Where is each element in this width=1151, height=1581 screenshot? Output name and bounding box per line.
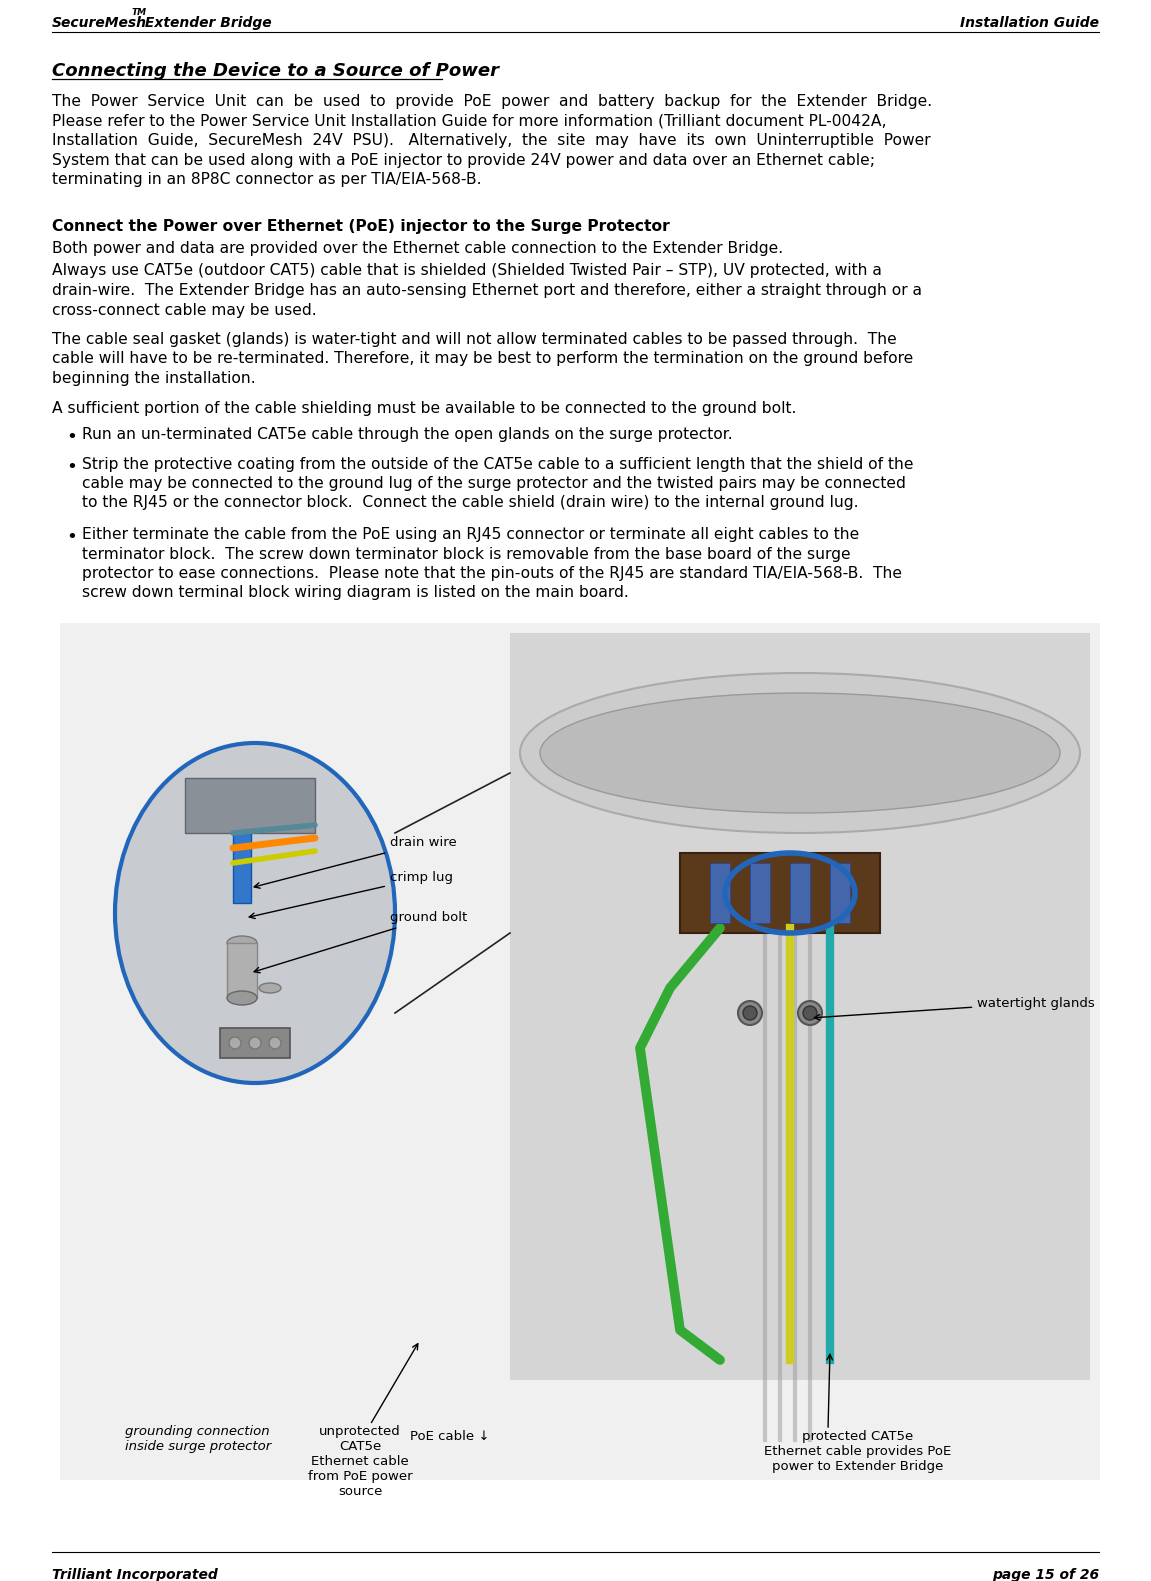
Text: Always use CAT5e (outdoor CAT5) cable that is shielded (Shielded Twisted Pair – : Always use CAT5e (outdoor CAT5) cable th… bbox=[52, 264, 882, 278]
Text: page 15 of 26: page 15 of 26 bbox=[992, 1568, 1099, 1581]
Text: Connect the Power over Ethernet (PoE) injector to the Surge Protector: Connect the Power over Ethernet (PoE) in… bbox=[52, 220, 670, 234]
Ellipse shape bbox=[115, 743, 395, 1083]
Text: terminator block.  The screw down terminator block is removable from the base bo: terminator block. The screw down termina… bbox=[82, 547, 851, 561]
Text: Both power and data are provided over the Ethernet cable connection to the Exten: Both power and data are provided over th… bbox=[52, 242, 783, 256]
Text: watertight glands: watertight glands bbox=[814, 996, 1095, 1020]
Text: cable will have to be re-terminated. Therefore, it may be best to perform the te: cable will have to be re-terminated. The… bbox=[52, 351, 913, 367]
Text: System that can be used along with a PoE injector to provide 24V power and data : System that can be used along with a PoE… bbox=[52, 152, 875, 168]
Text: Connecting the Device to a Source of Power: Connecting the Device to a Source of Pow… bbox=[52, 62, 500, 81]
Text: drain-wire.  The Extender Bridge has an auto-sensing Ethernet port and therefore: drain-wire. The Extender Bridge has an a… bbox=[52, 283, 922, 297]
Text: A sufficient portion of the cable shielding must be available to be connected to: A sufficient portion of the cable shield… bbox=[52, 400, 796, 416]
Text: protected CAT5e
Ethernet cable provides PoE
power to Extender Bridge: protected CAT5e Ethernet cable provides … bbox=[764, 1429, 952, 1473]
Bar bbox=[220, 1028, 290, 1058]
Ellipse shape bbox=[540, 692, 1060, 813]
Text: protector to ease connections.  Please note that the pin-outs of the RJ45 are st: protector to ease connections. Please no… bbox=[82, 566, 902, 580]
Text: screw down terminal block wiring diagram is listed on the main board.: screw down terminal block wiring diagram… bbox=[82, 585, 628, 601]
Circle shape bbox=[229, 1037, 241, 1050]
Text: PoE cable ↓: PoE cable ↓ bbox=[410, 1429, 489, 1443]
Bar bbox=[227, 942, 257, 998]
Text: Installation Guide: Installation Guide bbox=[960, 16, 1099, 30]
Bar bbox=[710, 863, 730, 923]
Text: •: • bbox=[66, 457, 77, 476]
Ellipse shape bbox=[227, 936, 257, 950]
Text: drain wire: drain wire bbox=[254, 836, 457, 889]
Bar bbox=[510, 632, 1090, 1380]
Circle shape bbox=[738, 1001, 762, 1024]
Text: terminating in an 8P8C connector as per TIA/EIA-568-B.: terminating in an 8P8C connector as per … bbox=[52, 172, 481, 187]
Text: cross-connect cable may be used.: cross-connect cable may be used. bbox=[52, 302, 317, 318]
Text: TM: TM bbox=[132, 8, 147, 17]
Text: Extender Bridge: Extender Bridge bbox=[140, 16, 272, 30]
Text: •: • bbox=[66, 528, 77, 545]
Text: •: • bbox=[66, 427, 77, 446]
Circle shape bbox=[269, 1037, 281, 1050]
Bar bbox=[233, 833, 251, 903]
Text: Please refer to the Power Service Unit Installation Guide for more information (: Please refer to the Power Service Unit I… bbox=[52, 114, 886, 128]
Ellipse shape bbox=[227, 991, 257, 1006]
Ellipse shape bbox=[520, 674, 1080, 833]
Bar bbox=[830, 863, 849, 923]
Circle shape bbox=[744, 1006, 757, 1020]
Bar bbox=[185, 778, 315, 833]
Bar bbox=[750, 863, 770, 923]
Circle shape bbox=[798, 1001, 822, 1024]
Bar bbox=[60, 623, 1100, 1480]
Text: Installation  Guide,  SecureMesh  24V  PSU).   Alternatively,  the  site  may  h: Installation Guide, SecureMesh 24V PSU).… bbox=[52, 133, 931, 149]
Text: unprotected
CAT5e
Ethernet cable
from PoE power
source: unprotected CAT5e Ethernet cable from Po… bbox=[307, 1424, 412, 1499]
Circle shape bbox=[803, 1006, 817, 1020]
Text: Either terminate the cable from the PoE using an RJ45 connector or terminate all: Either terminate the cable from the PoE … bbox=[82, 526, 860, 542]
Text: Trilliant Incorporated: Trilliant Incorporated bbox=[52, 1568, 218, 1581]
Text: beginning the installation.: beginning the installation. bbox=[52, 372, 256, 386]
Ellipse shape bbox=[259, 983, 281, 993]
Bar bbox=[680, 854, 881, 933]
Circle shape bbox=[249, 1037, 261, 1050]
Text: crimp lug: crimp lug bbox=[250, 871, 453, 919]
Bar bbox=[790, 863, 810, 923]
Text: ground bolt: ground bolt bbox=[254, 912, 467, 972]
Text: The cable seal gasket (glands) is water-tight and will not allow terminated cabl: The cable seal gasket (glands) is water-… bbox=[52, 332, 897, 346]
Text: Run an un-terminated CAT5e cable through the open glands on the surge protector.: Run an un-terminated CAT5e cable through… bbox=[82, 427, 733, 441]
Text: cable may be connected to the ground lug of the surge protector and the twisted : cable may be connected to the ground lug… bbox=[82, 476, 906, 492]
Text: Strip the protective coating from the outside of the CAT5e cable to a sufficient: Strip the protective coating from the ou… bbox=[82, 457, 914, 471]
Text: SecureMesh: SecureMesh bbox=[52, 16, 147, 30]
Text: to the RJ45 or the connector block.  Connect the cable shield (drain wire) to th: to the RJ45 or the connector block. Conn… bbox=[82, 495, 859, 511]
Text: grounding connection
inside surge protector: grounding connection inside surge protec… bbox=[125, 1424, 272, 1453]
Text: The  Power  Service  Unit  can  be  used  to  provide  PoE  power  and  battery : The Power Service Unit can be used to pr… bbox=[52, 93, 932, 109]
